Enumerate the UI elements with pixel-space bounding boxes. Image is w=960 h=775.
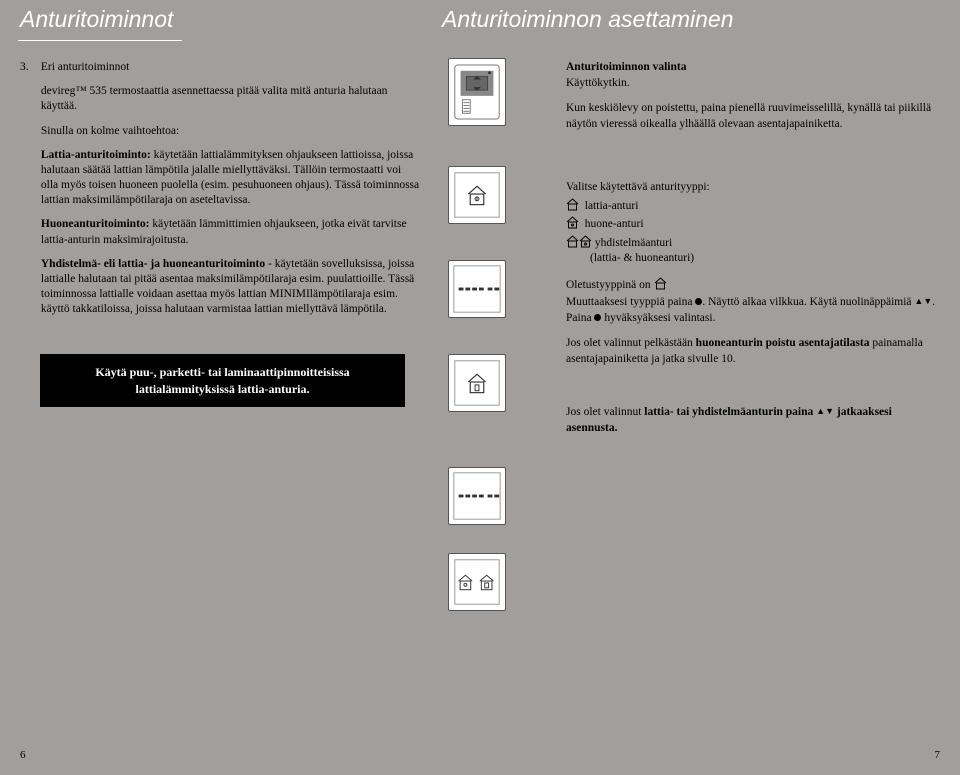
opt-2: huone-anturi (566, 216, 936, 233)
thermostat-device-icon (448, 58, 506, 126)
callout-line-2: lattialämmityksissä lattia-anturia. (136, 382, 310, 396)
left-column: 3. Eri anturitoiminnot devireg™ 535 term… (20, 60, 425, 407)
r6: Jos olet valinnut pelkästään huoneanturi… (566, 336, 936, 367)
house-icon (654, 277, 667, 290)
icon-column (448, 58, 546, 637)
house-icon (566, 235, 579, 248)
opt-1: lattia-anturi (566, 198, 936, 215)
triangle-down-icon: ▼ (825, 405, 834, 417)
r7: Jos olet valinnut lattia- tai yhdistelmä… (566, 405, 936, 436)
house-icon (579, 235, 592, 248)
intro-3: Sinulla on kolme vaihtoehtoa: (41, 124, 421, 139)
triangle-down-icon: ▼ (923, 295, 932, 307)
intro-1: Eri anturitoiminnot (41, 60, 421, 75)
triangle-up-icon: ▲ (816, 405, 825, 417)
intro-2: devireg™ 535 termostaattia asennettaessa… (41, 84, 421, 114)
r4: Oletustyyppinä on (566, 277, 936, 294)
display-dashes-icon (448, 260, 506, 318)
page-number-left: 6 (20, 749, 26, 761)
house-icon (566, 198, 579, 211)
right-column: Anturitoiminnon valintaKäyttökytkin. Kun… (566, 60, 936, 446)
para-yhdist: Yhdistelmä- eli lattia- ja huoneanturito… (41, 257, 421, 318)
header-left: Anturitoiminnot (20, 6, 173, 33)
display-dashes-2-icon (448, 467, 506, 525)
r3: Valitse käytettävä anturityyppi: (566, 180, 936, 196)
r2: Kun keskiölevy on poistettu, paina piene… (566, 101, 936, 132)
triangle-up-icon: ▲ (914, 295, 923, 307)
callout-line-1: Käytä puu-, parketti- tai laminaattipinn… (95, 365, 349, 379)
house-icon (566, 216, 579, 229)
house-sensor-variant-icon (448, 354, 506, 412)
opt-3: yhdistelmäanturi(lattia- & huoneanturi) (566, 235, 936, 267)
para-lattia: Lattia-anturitoiminto: käytetään lattial… (41, 148, 421, 209)
header-right: Anturitoiminnon asettaminen (442, 6, 734, 33)
r5: Muuttaaksesi tyyppiä paina . Näyttö alka… (566, 295, 936, 326)
header-rule (18, 40, 182, 41)
para-huone: Huoneanturitoiminto: käytetään lämmittim… (41, 217, 421, 247)
page-number-right: 7 (935, 749, 941, 761)
list-number: 3. (20, 60, 38, 75)
combined-sensor-icon (448, 553, 506, 611)
r1: Anturitoiminnon valintaKäyttökytkin. (566, 60, 936, 91)
house-sensor-icon (448, 166, 506, 224)
callout-box: Käytä puu-, parketti- tai laminaattipinn… (40, 354, 405, 406)
